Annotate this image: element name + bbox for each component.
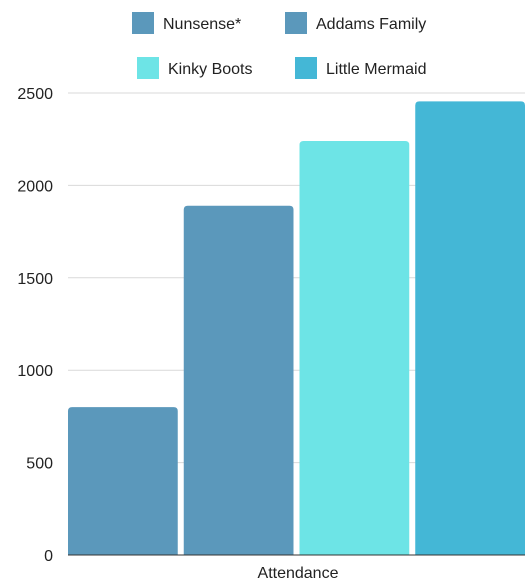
legend: Nunsense* Addams Family Kinky Boots Little … (132, 12, 426, 79)
legend-label: Nunsense* (163, 16, 241, 33)
bar-nunsense (68, 407, 178, 555)
legend-swatch (285, 12, 307, 34)
x-axis-label: Attendance (258, 565, 339, 582)
y-tick-label: 0 (44, 548, 53, 565)
bar-addams-family (183, 205, 294, 555)
legend-item: Kinky Boots (137, 57, 252, 79)
y-tick-label: 2500 (17, 86, 53, 103)
legend-label: Addams Family (316, 16, 426, 33)
bar-little-mermaid (415, 101, 525, 555)
y-tick-label: 500 (26, 456, 53, 473)
y-tick-labels: 0 500 1000 1500 2000 2500 (17, 86, 53, 565)
y-tick-label: 1500 (17, 271, 53, 288)
legend-label: Kinky Boots (168, 61, 252, 78)
legend-item: Addams Family (285, 12, 426, 34)
y-tick-label: 1000 (17, 363, 53, 380)
bars (68, 101, 525, 555)
bar-kinky-boots (299, 141, 410, 555)
legend-swatch (295, 57, 317, 79)
y-tick-label: 2000 (17, 178, 53, 195)
legend-swatch (132, 12, 154, 34)
legend-item: Nunsense* (132, 12, 241, 34)
legend-swatch (137, 57, 159, 79)
legend-item: Little Mermaid (295, 57, 426, 79)
legend-label: Little Mermaid (326, 61, 426, 78)
